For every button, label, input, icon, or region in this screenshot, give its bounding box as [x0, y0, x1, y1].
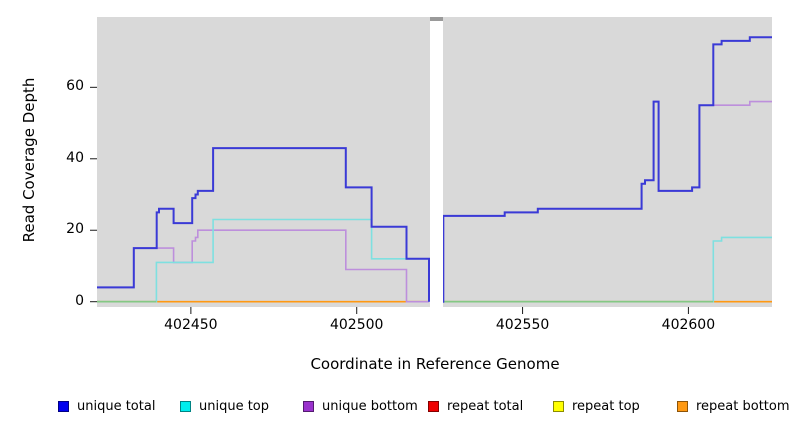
legend-swatch-unique-top — [180, 401, 191, 412]
y-axis-title: Read Coverage Depth — [20, 77, 38, 243]
legend-item-repeat-top: repeat top — [553, 399, 640, 414]
legend-swatch-repeat-total — [428, 401, 439, 412]
y-tick-label: 20 — [66, 221, 84, 238]
legend-label: repeat top — [572, 399, 640, 414]
legend-item-unique-top: unique top — [180, 399, 269, 414]
x-axis-title: Coordinate in Reference Genome — [310, 355, 560, 373]
legend: unique total unique top unique bottom re… — [0, 399, 792, 423]
legend-item-unique-total: unique total — [58, 399, 155, 414]
x-tick-label: 402600 — [661, 317, 716, 333]
legend-label: unique total — [77, 399, 156, 414]
y-tick-label: 60 — [66, 78, 84, 95]
legend-item-repeat-bottom: repeat bottom — [677, 399, 790, 414]
legend-swatch-repeat-bottom — [677, 401, 688, 412]
legend-item-repeat-total: repeat total — [428, 399, 523, 414]
x-tick-label: 402550 — [495, 317, 550, 333]
legend-item-unique-bottom: unique bottom — [303, 399, 418, 414]
legend-label: repeat bottom — [696, 399, 790, 414]
legend-label: repeat total — [447, 399, 524, 414]
y-tick-label: 0 — [75, 292, 84, 309]
legend-label: unique top — [199, 399, 270, 414]
x-tick-label: 402450 — [164, 317, 218, 333]
legend-swatch-unique-bottom — [303, 401, 314, 412]
legend-swatch-repeat-top — [553, 401, 564, 412]
x-tick-label: 402500 — [329, 317, 384, 333]
legend-label: unique bottom — [322, 399, 418, 414]
y-tick-label: 40 — [66, 149, 84, 166]
legend-swatch-unique-total — [58, 401, 69, 412]
